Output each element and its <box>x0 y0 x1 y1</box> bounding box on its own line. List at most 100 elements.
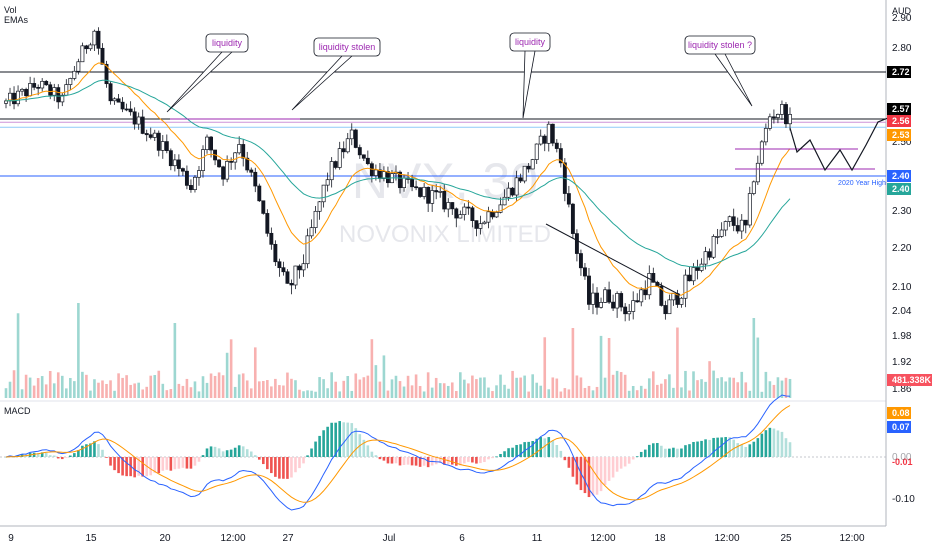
macd-zero-tick: 0.00 <box>892 452 912 463</box>
macd-histogram-bar <box>153 457 157 473</box>
time-tick-label: 12:00 <box>839 533 864 544</box>
volume-bar <box>450 382 454 398</box>
candle-body <box>623 306 628 315</box>
callout-pointer <box>714 53 753 107</box>
macd-histogram-bar <box>89 443 92 457</box>
volume-bar <box>471 375 474 398</box>
volume-bar <box>668 374 671 398</box>
candle-body <box>466 206 471 209</box>
volume-bar <box>237 374 241 398</box>
macd-histogram-bar <box>181 457 185 468</box>
volume-bar <box>410 385 414 398</box>
candle-body <box>611 301 616 309</box>
price-tick-label: 2.10 <box>892 282 912 293</box>
volume-bar <box>684 370 687 398</box>
macd-histogram-bar <box>744 446 748 457</box>
candle-body <box>546 123 551 144</box>
volume-bar <box>583 387 587 398</box>
macd-histogram-bar <box>487 457 490 460</box>
macd-histogram-bar <box>330 422 333 457</box>
macd-histogram-bar <box>611 457 615 478</box>
legend-item: Vol <box>4 5 17 15</box>
candle-body <box>209 136 213 151</box>
candle-body <box>727 216 732 222</box>
macd-histogram-bar <box>282 457 285 479</box>
candle-body <box>353 129 358 148</box>
callout-label: liquidity <box>515 37 546 47</box>
volume-bar <box>85 374 88 398</box>
macd-histogram-bar <box>535 438 539 457</box>
macd-histogram-bar <box>237 445 241 457</box>
volume-bar <box>430 387 434 398</box>
time-tick-label: 9 <box>8 533 14 544</box>
ema-slow-line <box>5 79 791 268</box>
volume-bar <box>177 383 181 398</box>
macd-histogram-bar <box>205 448 209 457</box>
macd-histogram-bar <box>69 455 72 457</box>
volume-bar <box>643 388 647 398</box>
macd-badge <box>887 407 911 419</box>
candle-body <box>591 292 595 305</box>
macd-histogram-bar <box>764 430 768 457</box>
price-tick-label: 2.30 <box>892 206 912 217</box>
macd-histogram-bar <box>113 457 116 471</box>
candle-body <box>723 221 728 231</box>
candle-body <box>317 201 322 212</box>
volume-bar <box>511 370 514 398</box>
macd-histogram-bar <box>467 457 470 462</box>
macd-histogram-bar <box>257 457 261 460</box>
price-tick-label: 1.92 <box>892 357 912 368</box>
volume-bar <box>109 380 112 398</box>
macd-histogram-bar <box>426 457 430 468</box>
volume-bar <box>302 391 305 398</box>
macd-histogram-bar <box>503 451 506 457</box>
callout-box <box>313 37 381 57</box>
candle-body <box>542 135 547 144</box>
volume-bar <box>503 384 506 398</box>
volume-bar <box>672 387 675 398</box>
volume-bar <box>696 380 699 398</box>
candle-body <box>297 265 302 271</box>
macd-histogram-bar <box>121 457 124 476</box>
volume-bar <box>270 386 273 398</box>
volume-bar <box>487 387 490 398</box>
volume-bar <box>253 347 257 398</box>
macd-line <box>5 394 791 511</box>
candle-body <box>92 30 97 46</box>
volume-bar <box>615 370 619 398</box>
candle-body <box>651 273 656 283</box>
candle-body <box>28 83 33 97</box>
macd-histogram-bar <box>398 457 402 466</box>
volume-bar <box>330 372 333 398</box>
volume-bar <box>531 374 534 398</box>
macd-signal-line <box>5 405 791 503</box>
volume-bar <box>394 375 398 398</box>
candle-body <box>357 147 362 156</box>
candle-body <box>595 292 599 308</box>
macd-histogram-bar <box>93 441 96 457</box>
macd-histogram-bar <box>310 448 313 457</box>
candle-body <box>349 129 354 140</box>
macd-histogram-bar <box>286 457 289 479</box>
macd-badge-text: -0.01 <box>892 457 913 467</box>
macd-histogram-bar <box>85 444 88 457</box>
volume-bar <box>390 379 394 398</box>
volume-bar <box>105 383 108 398</box>
candle-body <box>40 80 45 89</box>
volume-bar <box>241 373 245 398</box>
candle-body <box>458 214 463 219</box>
candle-body <box>265 213 270 234</box>
volume-bar <box>784 377 788 398</box>
candle-body <box>775 114 780 118</box>
candle-body <box>140 116 145 134</box>
price-badge <box>887 115 911 127</box>
macd-histogram-bar <box>117 457 120 474</box>
volume-bar <box>639 385 643 398</box>
volume-bar <box>266 380 269 398</box>
volume-bar <box>378 381 382 398</box>
candle-body <box>128 108 133 113</box>
candle-body <box>687 274 692 282</box>
macd-histogram-bar <box>740 444 744 457</box>
callout-label: liquidity <box>212 38 243 48</box>
